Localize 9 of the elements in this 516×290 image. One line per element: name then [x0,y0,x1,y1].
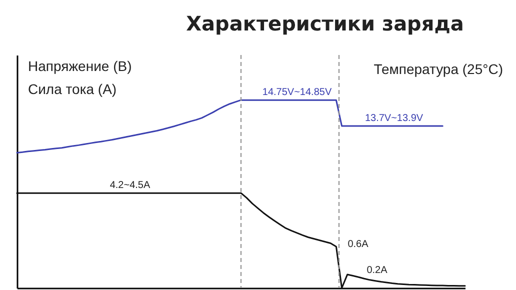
text: 14.75V~14.85V [262,87,332,98]
annotation: 13.7V~13.9V [364,113,424,124]
text: Напряжение (В) [28,58,132,74]
chart-title: Характеристики заряда [186,11,464,36]
text: Сила тока (А) [28,81,117,97]
annotation: 0.6A [348,239,369,250]
text: Температура (25°C) [374,61,503,77]
annotation: 4.2~4.5A [110,180,150,191]
annotation: 0.2A [366,265,388,276]
